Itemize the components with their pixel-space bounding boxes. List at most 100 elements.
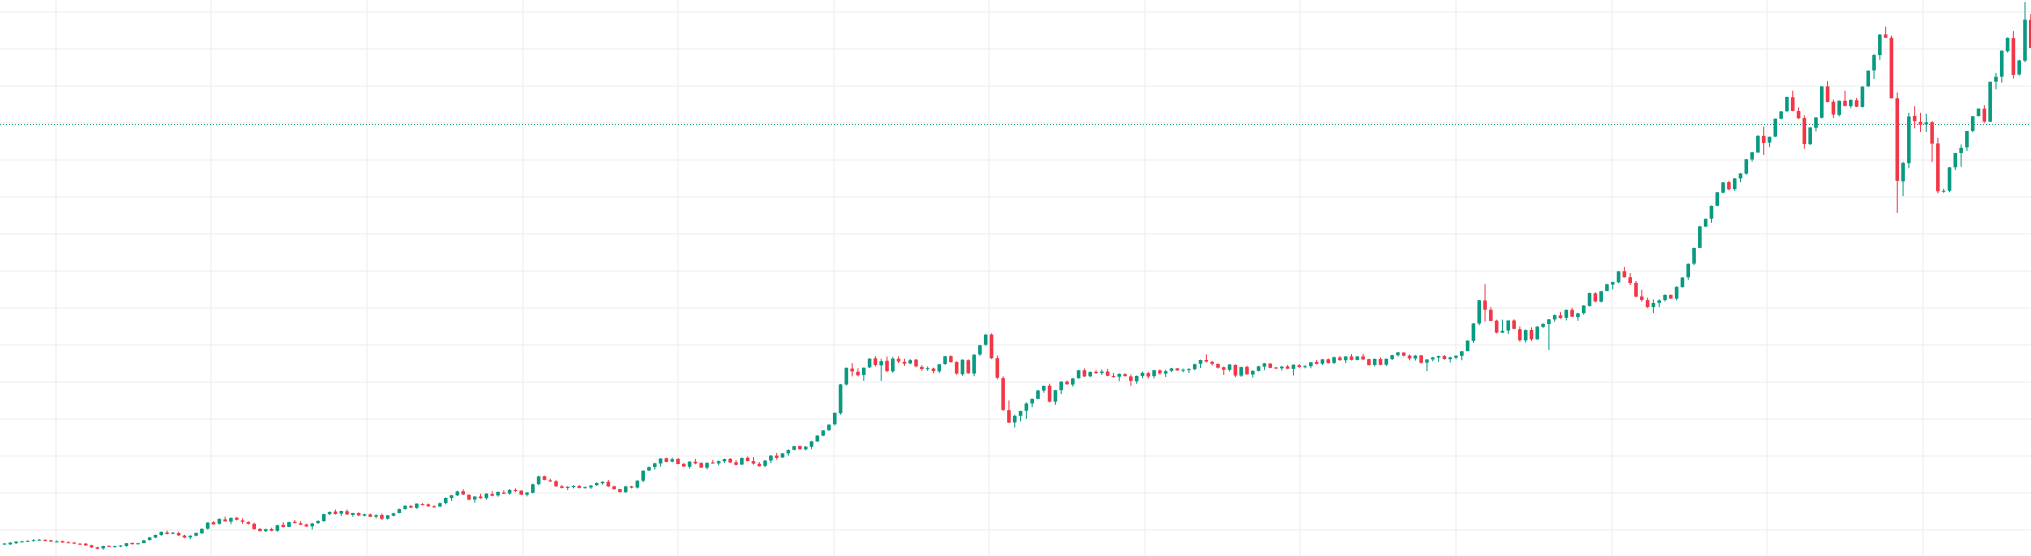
candle (1634, 280, 1638, 298)
candle-body (478, 496, 483, 499)
candle (1849, 99, 1853, 109)
candle (1639, 289, 1644, 302)
candle-body (1674, 286, 1679, 299)
candle-body (2028, 19, 2031, 48)
candle-body (211, 522, 216, 525)
candle (1535, 326, 1540, 340)
candle (432, 505, 436, 508)
candle-body (1924, 122, 1929, 125)
candle-body (1065, 381, 1069, 385)
candle (1268, 363, 1273, 369)
candle (594, 482, 599, 486)
candle-body (66, 542, 71, 544)
candle-body (449, 495, 454, 499)
candle (885, 356, 889, 373)
candle-body (391, 513, 396, 516)
candle (832, 412, 837, 426)
candle-body (1831, 101, 1836, 115)
candle (1094, 370, 1098, 374)
candle-body (1547, 319, 1551, 325)
candle-body (641, 470, 645, 481)
candle (1285, 364, 1290, 370)
candle-body (629, 486, 634, 488)
candle (693, 458, 698, 465)
candle-body (327, 511, 332, 515)
candle-body (1129, 376, 1133, 381)
candle (234, 516, 239, 521)
candle-body (8, 542, 13, 545)
candle-body (1041, 385, 1046, 391)
candle-body (1535, 326, 1540, 340)
candle (1216, 363, 1220, 369)
candle (513, 488, 518, 493)
candle-body (304, 524, 309, 527)
candle (670, 457, 674, 463)
candle (345, 509, 349, 515)
candle (14, 541, 18, 545)
candle-body (1454, 355, 1458, 358)
candle (1732, 178, 1737, 192)
candle (1523, 329, 1528, 343)
candle-body (246, 521, 251, 524)
candle (1878, 34, 1882, 60)
candle-body (1941, 190, 1946, 192)
candle-body (891, 358, 895, 372)
candle (1936, 137, 1940, 194)
candle-body (1796, 110, 1801, 119)
candle-body (1767, 136, 1772, 143)
candle (1552, 314, 1557, 322)
candle-body (809, 441, 814, 447)
candle-body (275, 525, 280, 531)
candle (95, 546, 100, 550)
candle-body (1773, 118, 1778, 137)
candle (310, 522, 315, 530)
candle-body (263, 529, 268, 532)
candle-body (455, 491, 460, 496)
candle-body (1030, 398, 1034, 404)
candle (1250, 370, 1255, 378)
candle (1314, 360, 1319, 365)
candle-body (1593, 293, 1598, 302)
candle (362, 513, 367, 517)
candle-body (1250, 371, 1255, 375)
candle (647, 466, 651, 472)
candle (1378, 357, 1383, 366)
candle (1570, 307, 1574, 318)
candle-body (983, 334, 988, 345)
candle-body (1616, 271, 1621, 283)
candle (1512, 319, 1516, 330)
candle-body (536, 476, 541, 485)
candle (1349, 354, 1354, 361)
candle (1175, 368, 1180, 371)
candle-body (60, 541, 65, 543)
candle-body (1883, 34, 1888, 38)
candle-body (554, 481, 558, 487)
candle-body (1727, 182, 1731, 190)
candle-body (316, 520, 320, 524)
candle (1460, 350, 1464, 361)
candle-body (205, 522, 210, 529)
candle-body (1111, 375, 1116, 377)
candle-body (472, 496, 477, 500)
candle-body (1703, 218, 1708, 227)
candle-body (1320, 359, 1325, 364)
candle-body (850, 368, 854, 372)
candle-body (1657, 300, 1662, 303)
candle (2017, 59, 2021, 76)
candle (1332, 356, 1336, 365)
candle (275, 524, 280, 532)
candle (1483, 284, 1487, 322)
candle-body (1709, 205, 1714, 219)
candle (937, 363, 942, 374)
candle-body (1448, 357, 1452, 360)
candle-body (426, 504, 431, 507)
candle (368, 513, 373, 518)
candle (333, 509, 338, 515)
candle (1018, 410, 1023, 422)
candle (130, 542, 135, 545)
candle-body (159, 531, 164, 535)
candle (200, 528, 204, 534)
candle-body (1297, 365, 1302, 367)
candle-body (751, 461, 756, 464)
